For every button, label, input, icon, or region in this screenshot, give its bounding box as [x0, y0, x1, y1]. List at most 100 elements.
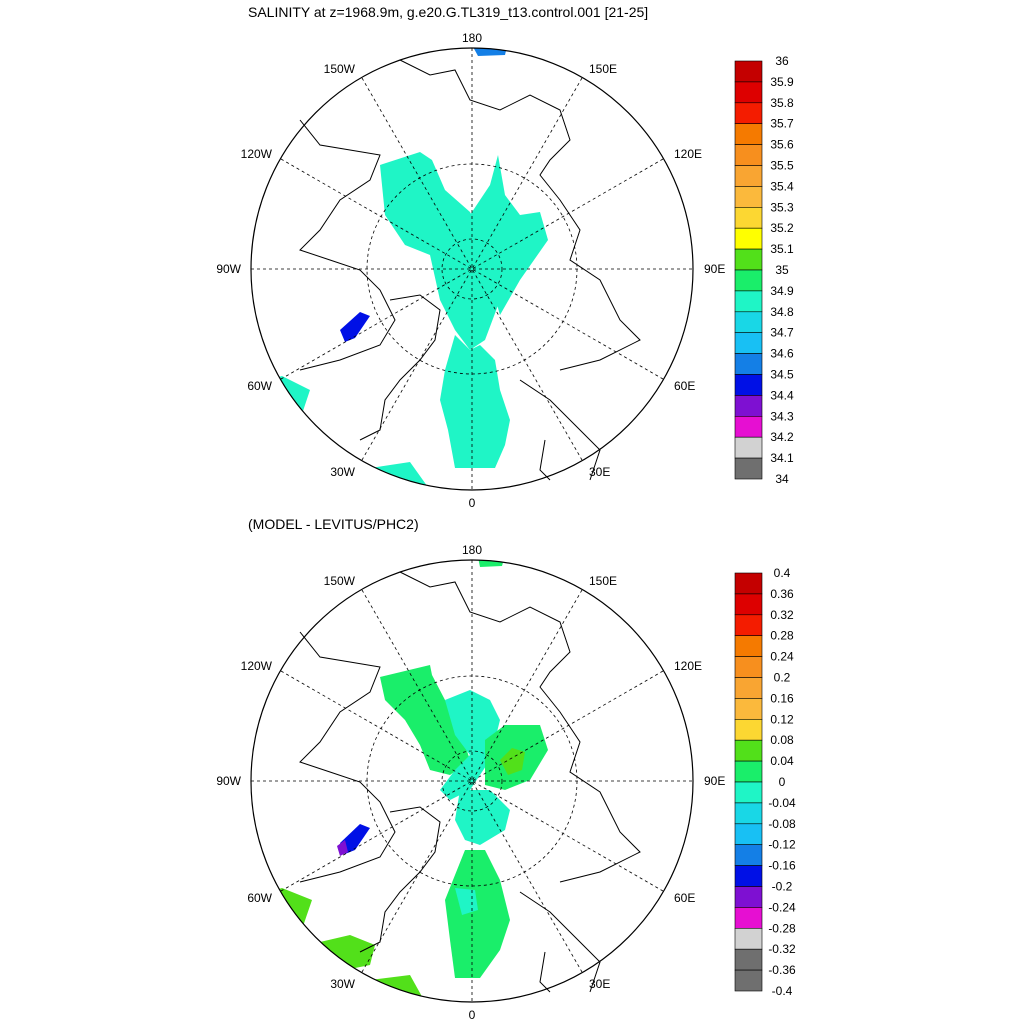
top-field-irminger: [370, 462, 430, 490]
colorbar-band: [734, 457, 763, 480]
lon-label-150w: 150W: [324, 574, 356, 588]
colorbar-band: [734, 635, 763, 657]
top-coastlines: [299, 59, 641, 481]
colorbar-label: -0.4: [772, 984, 793, 998]
colorbar-label: 35.3: [770, 200, 794, 214]
colorbar-label: -0.12: [768, 838, 796, 852]
colorbar-label: 35.1: [770, 242, 794, 256]
lon-label-150e: 150E: [589, 574, 617, 588]
colorbar-band: [734, 886, 763, 908]
bot-field-central: [440, 690, 500, 800]
colorbar-label: 0.36: [770, 587, 794, 601]
colorbar-band: [734, 948, 763, 971]
colorbar-label: -0.04: [768, 796, 796, 810]
colorbar-label: 35: [775, 263, 789, 277]
colorbar-band: [734, 186, 763, 208]
colorbar-label: 0.4: [774, 566, 791, 580]
lon-label-90e: 90E: [704, 774, 725, 788]
top-field-arctic-basin: [380, 152, 500, 350]
colorbar-label: 35.5: [770, 159, 794, 173]
colorbar-label: 34.3: [770, 409, 794, 423]
colorbar-band: [734, 395, 763, 417]
top-map-boundary: [250, 47, 694, 491]
colorbar-band: [734, 614, 763, 636]
lon-label-0: 0: [469, 1008, 476, 1022]
colorbar-label: -0.32: [768, 942, 796, 956]
colorbar-band: [734, 572, 763, 595]
top-title: SALINITY at z=1968.9m, g.e20.G.TL319_t13…: [248, 4, 648, 20]
colorbar-label: -0.16: [768, 859, 796, 873]
lon-label-0: 0: [469, 496, 476, 510]
colorbar-band: [734, 60, 763, 83]
colorbar-label: 34.7: [770, 326, 794, 340]
colorbar-label: 35.8: [770, 96, 794, 110]
colorbar-label: 35.9: [770, 75, 794, 89]
top-graticule: [251, 48, 693, 490]
bot-field-barents: [455, 790, 510, 845]
colorbar-label: -0.24: [768, 900, 796, 914]
colorbar-band: [734, 865, 763, 887]
colorbar-label: 0.16: [770, 691, 794, 705]
bottom-panel: (MODEL - LEVITUS/PHC2): [216, 516, 796, 1022]
colorbar-label: 34.6: [770, 347, 794, 361]
lon-label-180: 180: [462, 543, 482, 557]
colorbar-label: -0.08: [768, 817, 796, 831]
colorbar-band: [734, 123, 763, 145]
colorbar-label: 34.8: [770, 305, 794, 319]
top-lon-labels: 180 150W 150E 120W 120E 90W 90E 60W 60E …: [216, 31, 725, 510]
colorbar-band: [734, 436, 763, 459]
lon-label-60w: 60W: [247, 891, 272, 905]
bot-field-fram: [445, 850, 510, 978]
colorbar-band: [734, 907, 763, 929]
colorbar-band: [734, 698, 763, 720]
colorbar-label: 34.1: [770, 451, 794, 465]
colorbar-label: 0.32: [770, 608, 794, 622]
colorbar-band: [734, 739, 763, 762]
colorbar-label: 35.7: [770, 117, 794, 131]
colorbar-band: [734, 656, 763, 678]
lon-label-120e: 120E: [674, 659, 702, 673]
top-colorbar: 36 35.9 35.8 35.7 35.6 35.5 35.4 35.3 35.2 35.1 35…: [734, 54, 794, 486]
colorbar-label: 34.9: [770, 284, 794, 298]
colorbar-band: [734, 844, 763, 866]
lon-label-150e: 150E: [589, 62, 617, 76]
colorbar-label: 36: [775, 54, 789, 68]
colorbar-label: 34: [775, 472, 789, 486]
colorbar-band: [734, 144, 763, 166]
colorbar-label: 0: [779, 775, 786, 789]
colorbar-band: [734, 269, 763, 292]
colorbar-label: 34.2: [770, 430, 794, 444]
colorbar-label: 35.4: [770, 179, 794, 193]
bottom-colorbar: 0.4 0.36 0.32 0.28 0.24 0.2 0.16 0.12 0.08 0.04 0 -…: [734, 566, 796, 998]
colorbar-label: -0.2: [772, 880, 793, 894]
lon-label-30w: 30W: [330, 465, 355, 479]
top-panel: SALINITY at z=1968.9m, g.e20.G.TL319_t13…: [216, 4, 794, 510]
colorbar-label: 34.5: [770, 368, 794, 382]
lon-label-90w: 90W: [216, 262, 241, 276]
top-field-fram-strait: [440, 335, 510, 468]
colorbar-band: [734, 677, 763, 699]
colorbar-label: 0.28: [770, 629, 794, 643]
colorbar-band: [734, 781, 763, 804]
lon-label-120w: 120W: [241, 147, 273, 161]
colorbar-band: [734, 311, 763, 333]
colorbar-label: -0.36: [768, 963, 796, 977]
lon-label-180: 180: [462, 31, 482, 45]
colorbar-label: 0.04: [770, 754, 794, 768]
top-map-fields: [252, 48, 548, 490]
lon-label-60e: 60E: [674, 379, 695, 393]
top-field-baffin: [340, 312, 370, 342]
lon-label-30e: 30E: [589, 977, 610, 991]
bot-field-canada-basin: [380, 665, 470, 775]
bot-field-baffin-edge: [337, 840, 348, 856]
bot-field-eurasian-core: [500, 748, 525, 775]
colorbar-band: [734, 927, 763, 950]
lon-label-30w: 30W: [330, 977, 355, 991]
colorbar-label: 0.2: [774, 671, 791, 685]
colorbar-band: [734, 207, 763, 229]
colorbar-label: 34.4: [770, 388, 794, 402]
lon-label-120w: 120W: [241, 659, 273, 673]
bottom-lon-labels: 180 150W 150E 120W 120E 90W 90E 60W 60E …: [216, 543, 725, 1022]
top-field-eurasian-basin: [470, 155, 548, 315]
